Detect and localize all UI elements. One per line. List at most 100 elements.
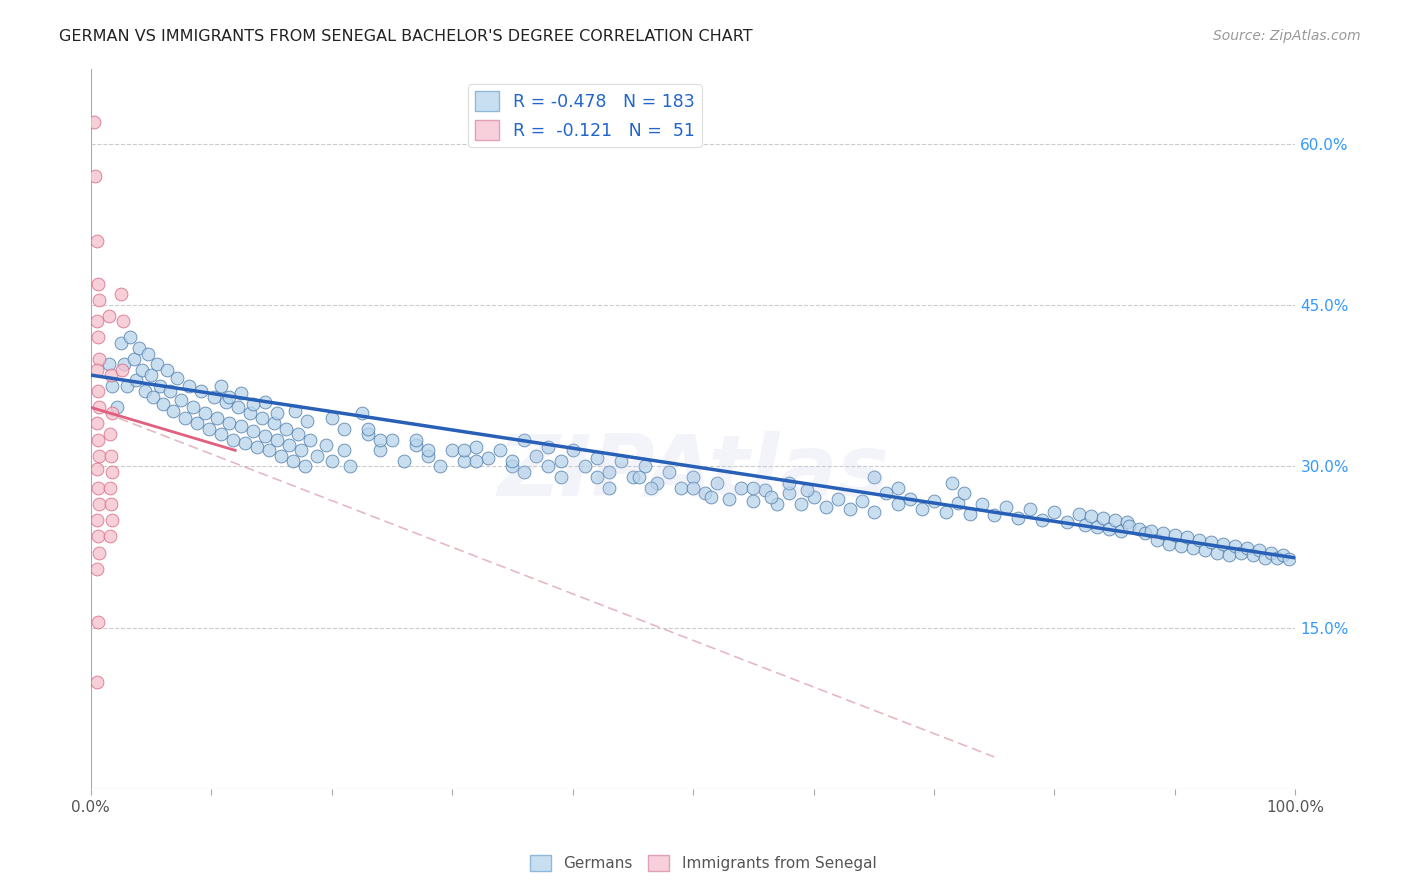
Point (682, 470, 704, 484)
Point (778, 475, 800, 490)
Point (321, 411, 343, 425)
Point (1241, 548, 1264, 562)
Point (1115, 516, 1137, 530)
Point (550, 454, 572, 468)
Point (339, 459, 361, 474)
Point (669, 481, 692, 495)
Point (242, 397, 264, 411)
Point (814, 500, 837, 515)
Point (254, 395, 277, 409)
Point (465, 454, 488, 468)
Point (803, 490, 825, 504)
Point (115, 379, 138, 393)
Point (1278, 552, 1301, 566)
Point (537, 440, 560, 454)
Point (1225, 539, 1247, 553)
Point (278, 438, 301, 452)
Point (110, 287, 132, 301)
Point (1007, 511, 1029, 525)
Point (231, 386, 253, 401)
Point (281, 454, 304, 468)
Point (298, 433, 321, 447)
Point (585, 470, 607, 484)
Point (214, 395, 236, 409)
Point (87, 401, 110, 415)
Point (1267, 550, 1289, 565)
Point (1194, 543, 1216, 558)
Point (887, 497, 910, 511)
Point (250, 411, 273, 425)
Point (1073, 517, 1095, 532)
Point (209, 427, 232, 442)
Point (513, 433, 536, 447)
Point (959, 507, 981, 521)
Point (1133, 526, 1156, 541)
Point (368, 433, 391, 447)
Point (1031, 513, 1053, 527)
Point (766, 497, 789, 511)
Point (101, 513, 124, 527)
Point (453, 443, 475, 458)
Point (887, 481, 910, 495)
Point (332, 443, 354, 458)
Point (181, 401, 204, 415)
Point (321, 454, 343, 468)
Point (513, 465, 536, 479)
Point (179, 379, 201, 393)
Point (332, 422, 354, 436)
Point (1067, 507, 1090, 521)
Point (640, 481, 662, 495)
Point (357, 427, 380, 442)
Point (100, 449, 122, 463)
Point (128, 341, 150, 355)
Point (1085, 519, 1108, 533)
Point (246, 440, 269, 454)
Text: Source: ZipAtlas.com: Source: ZipAtlas.com (1213, 29, 1361, 43)
Point (827, 491, 849, 506)
Point (1109, 524, 1132, 538)
Point (86, 362, 108, 376)
Point (162, 403, 184, 417)
Point (1170, 539, 1192, 553)
Point (1043, 505, 1066, 519)
Point (131, 362, 153, 376)
Point (87, 481, 110, 495)
Point (86, 314, 108, 328)
Point (87, 351, 110, 366)
Point (270, 449, 292, 463)
Point (239, 406, 262, 420)
Legend: Germans, Immigrants from Senegal: Germans, Immigrants from Senegal (523, 849, 883, 877)
Point (205, 411, 228, 425)
Point (754, 483, 776, 497)
Point (190, 384, 212, 399)
Point (875, 486, 897, 500)
Point (110, 335, 132, 350)
Point (946, 496, 969, 510)
Point (105, 401, 128, 415)
Point (941, 475, 963, 490)
Point (851, 494, 873, 508)
Point (263, 417, 285, 431)
Point (416, 449, 439, 463)
Point (87, 615, 110, 630)
Point (1254, 550, 1277, 565)
Point (381, 433, 404, 447)
Point (134, 384, 156, 399)
Point (778, 486, 800, 500)
Point (315, 438, 337, 452)
Point (561, 443, 583, 458)
Point (1188, 533, 1211, 547)
Point (274, 422, 297, 436)
Point (1230, 545, 1253, 559)
Point (86, 417, 108, 431)
Text: ZIPAtlas: ZIPAtlas (498, 431, 889, 514)
Point (254, 429, 277, 443)
Point (266, 406, 288, 420)
Point (453, 454, 475, 468)
Point (307, 449, 329, 463)
Point (645, 475, 668, 490)
Point (186, 417, 208, 431)
Point (87, 277, 110, 291)
Point (202, 390, 225, 404)
Point (972, 497, 994, 511)
